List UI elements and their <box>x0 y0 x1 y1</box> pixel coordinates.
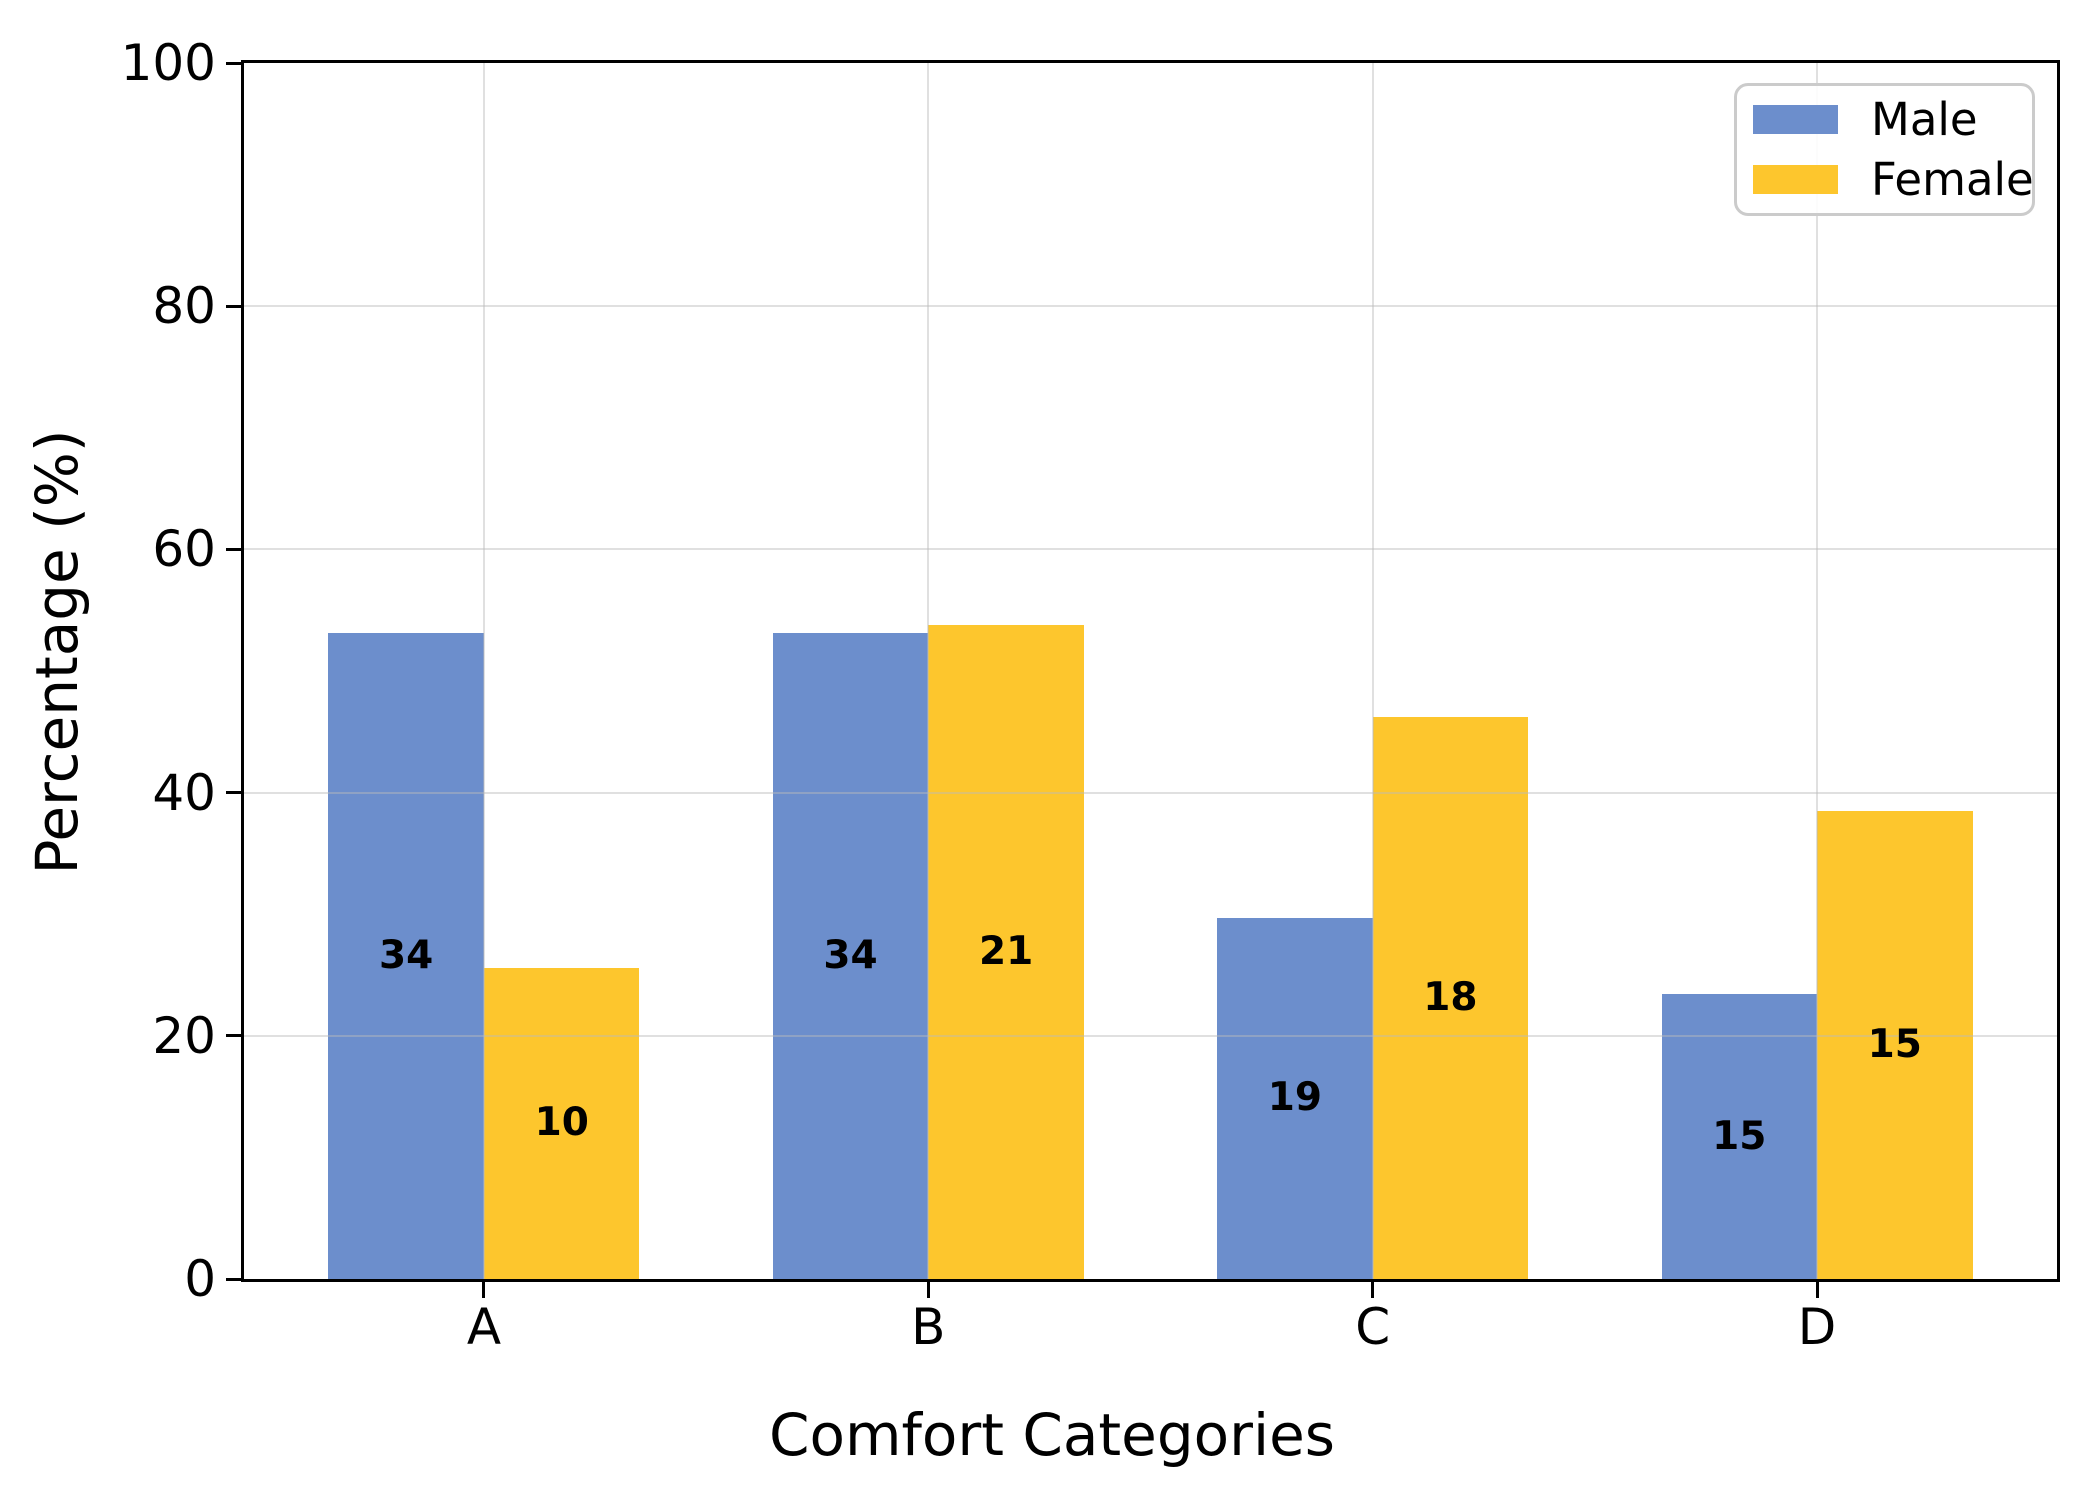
grid-layer <box>244 63 2057 1279</box>
x-tick-label: D <box>1797 1298 1837 1356</box>
y-tick <box>226 304 242 308</box>
y-tick-label: 20 <box>152 1006 216 1065</box>
x-tick <box>1371 1282 1375 1298</box>
plot-area: 34 34 19 15 10 21 18 15 <box>244 63 2057 1279</box>
y-tick-label: 40 <box>152 763 216 822</box>
bar-male-C <box>1217 917 1373 1279</box>
y-tick-label: 60 <box>152 520 216 579</box>
y-tick <box>226 1277 242 1281</box>
gridline-horizontal <box>244 548 2057 551</box>
bar-male-D <box>1661 994 1818 1279</box>
gridline-horizontal <box>244 305 2057 308</box>
gridline-horizontal <box>244 1034 2057 1037</box>
x-axis-label: Comfort Categories <box>768 1401 1336 1469</box>
bar-value-label: 10 <box>534 1100 589 1146</box>
bar-female-D <box>1817 810 1973 1279</box>
x-tick <box>1815 1282 1819 1298</box>
legend-item-male: Male <box>1753 92 2032 146</box>
x-tick <box>926 1282 930 1298</box>
bar-male-B <box>772 633 929 1279</box>
bar-male-A <box>328 633 484 1279</box>
y-tick-label: 100 <box>120 34 216 92</box>
bar-value-label: 15 <box>1867 1021 1922 1067</box>
legend-swatch-female <box>1753 165 1838 194</box>
bar-female-A <box>483 967 640 1279</box>
legend: Male Female <box>1734 83 2035 216</box>
bar-value-label: 15 <box>1712 1113 1767 1159</box>
y-tick-label: 80 <box>152 277 216 336</box>
x-tick-label: C <box>1355 1298 1391 1356</box>
bar-value-label: 34 <box>379 933 434 979</box>
y-tick <box>226 791 242 795</box>
gridline-vertical <box>1816 63 1819 1279</box>
bar-female-B <box>928 624 1084 1279</box>
bar-value-label: 19 <box>1267 1075 1323 1121</box>
y-tick <box>226 1034 242 1038</box>
bar-value-label: 21 <box>978 928 1034 974</box>
legend-label-female: Female <box>1871 152 2034 206</box>
bars-layer <box>244 63 2057 1279</box>
gridline-vertical <box>482 63 485 1279</box>
bar-labels-layer: 34 34 19 15 10 21 18 15 <box>244 63 2057 1279</box>
x-tick-label: B <box>911 1298 946 1356</box>
y-tick <box>226 547 242 551</box>
x-tick-label: A <box>466 1298 502 1356</box>
gridline-vertical <box>927 63 930 1279</box>
bar-value-label: 18 <box>1423 975 1478 1021</box>
legend-swatch-male <box>1753 105 1838 134</box>
x-tick <box>482 1282 486 1298</box>
gridline-horizontal <box>244 791 2057 794</box>
gridline-vertical <box>1371 63 1374 1279</box>
legend-item-female: Female <box>1753 152 2034 206</box>
bar-female-C <box>1372 717 1529 1279</box>
y-tick <box>226 61 242 65</box>
y-tick-label: 0 <box>184 1250 216 1308</box>
legend-label-male: Male <box>1871 92 1978 146</box>
bar-value-label: 34 <box>823 933 878 979</box>
y-axis-label: Percentage (%) <box>23 429 91 875</box>
